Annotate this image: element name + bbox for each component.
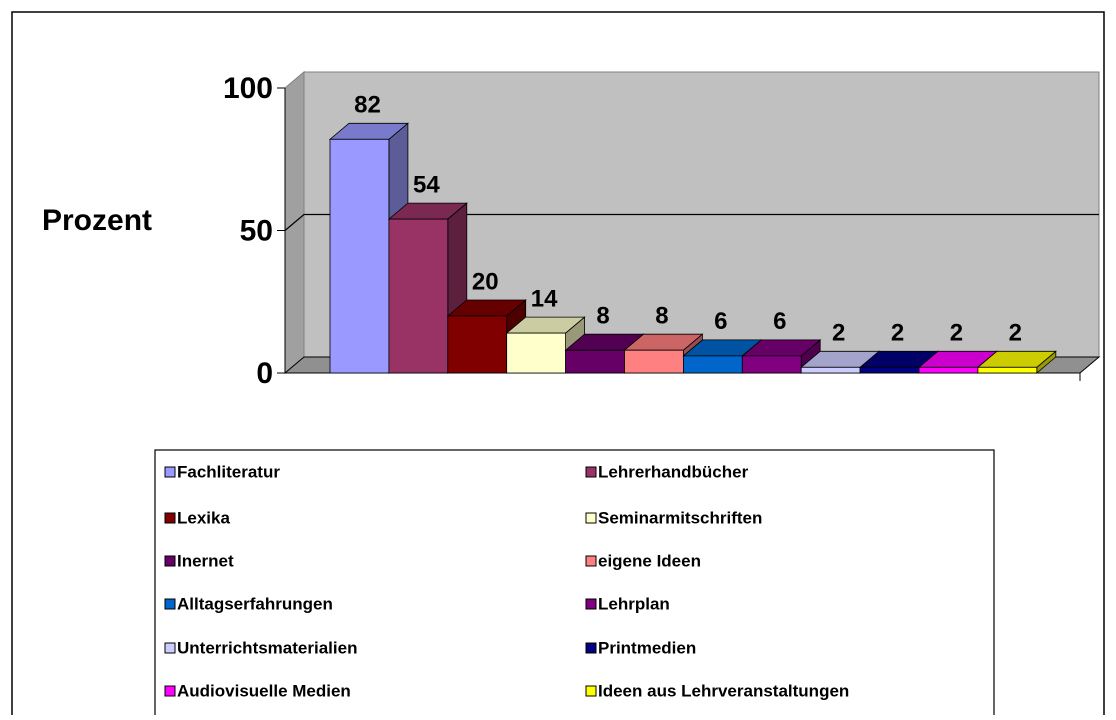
data-label: 6 xyxy=(714,308,727,335)
bar xyxy=(741,355,802,374)
legend-label: Seminarmitschriften xyxy=(598,508,762,527)
legend-swatch xyxy=(164,555,176,567)
bar xyxy=(624,349,684,374)
legend-swatch xyxy=(585,466,597,478)
legend-label: Lehrplan xyxy=(598,594,670,613)
legend-label: Lexika xyxy=(177,508,230,527)
legend-label: Printmedien xyxy=(598,638,696,657)
bar xyxy=(506,332,567,374)
bar xyxy=(859,366,920,374)
bar xyxy=(800,366,861,374)
data-label: 2 xyxy=(891,320,904,347)
legend-label: Audiovisuelle Medien xyxy=(177,681,351,700)
legend-label: Alltagserfahrungen xyxy=(177,594,333,613)
bar xyxy=(388,218,449,374)
data-label: 8 xyxy=(655,303,668,330)
bar xyxy=(447,315,508,374)
bar xyxy=(565,349,625,374)
bar xyxy=(918,366,979,374)
data-label: 8 xyxy=(596,303,609,330)
legend-swatch xyxy=(585,642,597,654)
legend-label: Ideen aus Lehrveranstaltungen xyxy=(598,681,849,700)
legend-swatch xyxy=(585,555,597,567)
legend-label: Inernet xyxy=(177,551,234,570)
legend-swatch xyxy=(585,685,597,697)
y-axis-label: Prozent xyxy=(42,204,152,237)
legend-swatch xyxy=(164,512,176,524)
legend-swatch xyxy=(164,466,176,478)
bar xyxy=(683,355,743,374)
data-label: 6 xyxy=(773,308,786,335)
data-label: 2 xyxy=(832,320,845,347)
legend-swatch xyxy=(164,642,176,654)
y-tick-label: 100 xyxy=(223,72,273,105)
grid-line xyxy=(284,213,1099,231)
data-label: 20 xyxy=(472,268,499,295)
legend-label: Fachliteratur xyxy=(177,462,280,481)
legend-swatch xyxy=(164,685,176,697)
legend-swatch xyxy=(585,598,597,610)
data-label: 2 xyxy=(950,320,963,347)
legend-box xyxy=(154,449,995,720)
legend-label: Unterrichtsmaterialien xyxy=(177,638,357,657)
data-label: 54 xyxy=(413,171,440,198)
y-tick-label: 0 xyxy=(256,357,273,390)
legend-label: Lehrerhandbücher xyxy=(598,462,749,481)
data-label: 2 xyxy=(1009,320,1022,347)
y-tick-label: 50 xyxy=(240,214,273,247)
legend-swatch xyxy=(585,512,597,524)
legend-swatch xyxy=(164,598,176,610)
data-label: 14 xyxy=(531,285,558,312)
data-label: 82 xyxy=(354,92,381,119)
bar xyxy=(329,138,390,374)
legend-label: eigene Ideen xyxy=(598,551,701,570)
bar xyxy=(977,366,1038,374)
